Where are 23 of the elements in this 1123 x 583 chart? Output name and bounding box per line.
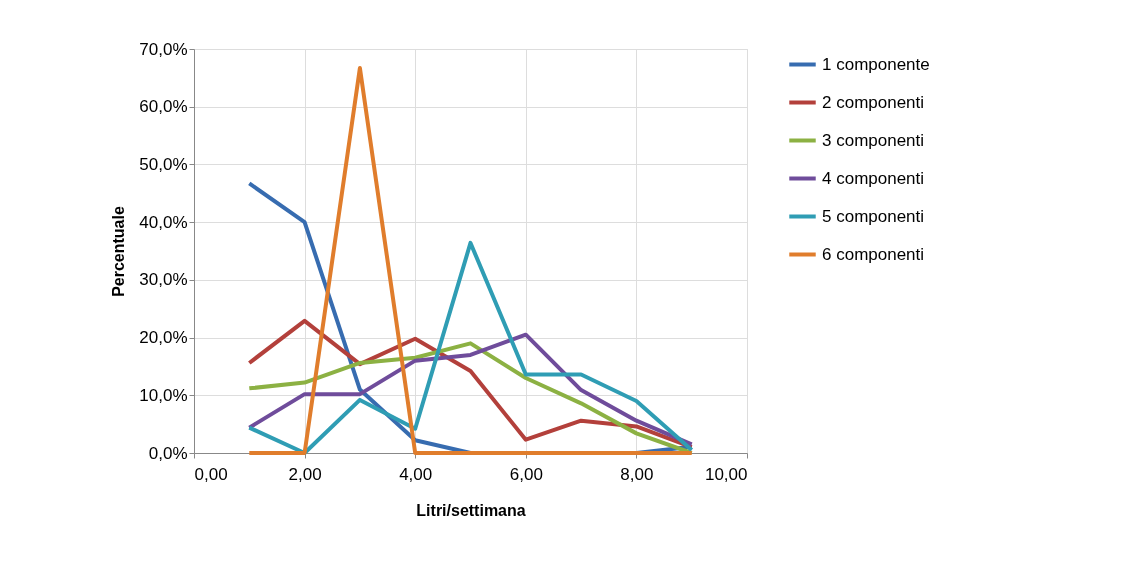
legend-label: 1 componente	[822, 54, 930, 74]
y-tick-label: 70,0%	[139, 39, 188, 59]
x-tick-label: 8,00	[620, 464, 654, 484]
y-axis-title: Percentuale	[110, 206, 128, 297]
x-tick-label: 4,00	[399, 464, 433, 484]
x-tick-label: 10,00	[704, 464, 748, 484]
x-tick-label: 2,00	[288, 464, 322, 484]
x-tick-label: 0,00	[194, 464, 228, 484]
y-tick-label: 20,0%	[139, 328, 188, 348]
y-tick-label: 30,0%	[139, 270, 188, 290]
legend-label: 2 componenti	[822, 92, 925, 112]
legend-label: 6 componenti	[822, 244, 925, 264]
legend-label: 3 componenti	[822, 130, 925, 150]
y-tick-label: 50,0%	[139, 154, 188, 174]
y-tick-label: 40,0%	[139, 212, 188, 232]
legend-label: 4 componenti	[822, 168, 925, 188]
x-axis-title: Litri/settimana	[416, 501, 526, 519]
y-tick-label: 10,0%	[139, 385, 188, 405]
line-series	[247, 240, 694, 455]
y-tick-label: 60,0%	[139, 97, 188, 117]
x-tick-label: 6,00	[509, 464, 543, 484]
y-tick-label: 0,0%	[148, 443, 188, 463]
legend-label: 5 componenti	[822, 206, 925, 226]
